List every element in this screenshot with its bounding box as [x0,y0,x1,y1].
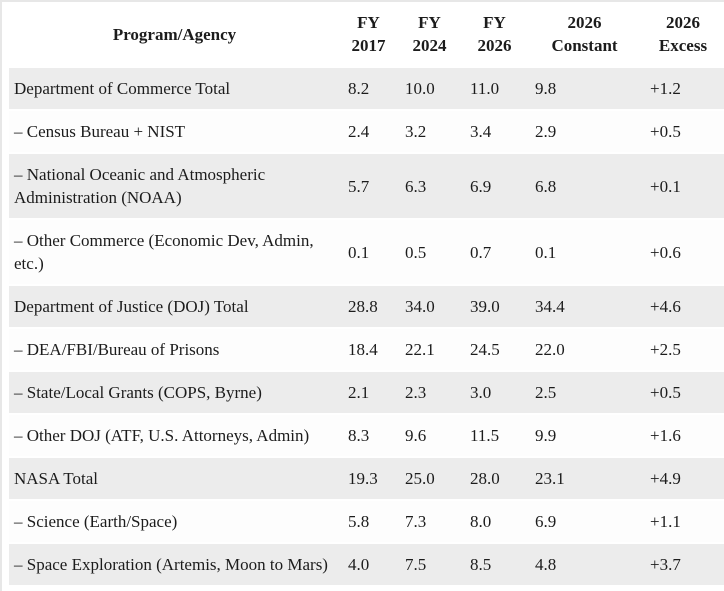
cell-fy2026: 8.5 [470,555,492,574]
cell-fy2024: 9.6 [405,426,427,445]
cell-2026-constant: 6.9 [535,512,557,531]
cell-2026-constant: 4.8 [535,555,557,574]
col-header-line1: FY [357,13,380,32]
col-header-program: Program/Agency [112,24,237,44]
cell-fy2017: 8.3 [348,426,370,445]
cell-2026-constant: 22.0 [535,340,565,359]
cell-fy2017: 19.3 [348,469,378,488]
col-header-line1: FY [483,13,506,32]
table-row: – DEA/FBI/Bureau of Prisons 18.4 22.1 24… [9,328,724,371]
cell-fy2024: 10.0 [405,79,435,98]
table-row: – Other Commerce (Economic Dev, Admin, e… [9,219,724,285]
cell-fy2026: 8.0 [470,512,492,531]
cell-2026-constant: 9.9 [535,426,557,445]
col-header-2026-constant: 2026 Constant [527,2,642,67]
cell-2026-excess: +4.9 [650,469,681,488]
cell-fy2024: 6.3 [405,176,427,196]
cell-fy2017: 28.8 [348,297,378,316]
cell-fy2017: 2.1 [348,383,370,402]
col-header-line2: 2024 [412,36,447,55]
cell-fy2024: 7.3 [405,512,427,531]
cell-2026-constant: 6.8 [535,176,557,196]
cell-2026-excess: +1.2 [650,79,681,98]
row-label: – Census Bureau + NIST [14,122,186,141]
cell-fy2026: 11.5 [470,426,500,445]
cell-2026-excess: +0.1 [650,176,681,196]
cell-2026-excess: +2.5 [650,340,681,359]
col-header-line1: 2026 [666,13,700,32]
table-row: NASA Total 19.3 25.0 28.0 23.1 +4.9 [9,457,724,500]
cell-fy2024: 22.1 [405,340,435,359]
cell-fy2017: 5.7 [348,176,370,196]
cell-2026-excess: +4.6 [650,297,681,316]
cell-2026-constant: 9.8 [535,79,557,98]
col-header-line1: FY [418,13,441,32]
cell-2026-excess: +0.5 [650,122,681,141]
col-header-line2: Constant [551,36,618,55]
table-row: – Space Exploration (Artemis, Moon to Ma… [9,543,724,586]
cell-fy2026: 28.0 [470,469,500,488]
cell-fy2017: 0.1 [348,242,370,262]
cell-2026-excess: +3.7 [650,555,681,574]
row-label: Department of Justice (DOJ) Total [14,297,249,316]
cell-fy2024: 34.0 [405,297,435,316]
col-header-line2: 2017 [351,36,386,55]
row-label: Department of Commerce Total [14,79,231,98]
row-label: – Other Commerce (Economic Dev, Admin, e… [14,231,314,273]
cell-fy2026: 39.0 [470,297,500,316]
cell-fy2024: 3.2 [405,122,427,141]
cell-2026-excess: +1.6 [650,426,681,445]
cell-2026-constant: 34.4 [535,297,565,316]
col-header-2026-excess: 2026 Excess [642,2,724,67]
col-header-fy2017: FY 2017 [340,2,397,67]
col-header-line1: 2026 [567,13,602,32]
col-header-line2: 2026 [477,36,512,55]
cell-fy2026: 0.7 [470,242,492,262]
table-row: – State/Local Grants (COPS, Byrne) 2.1 2… [9,371,724,414]
cell-fy2017: 2.4 [348,122,370,141]
budget-table: Program/Agency FY 2017 FY 2024 FY 2026 2… [9,2,724,587]
row-label: – State/Local Grants (COPS, Byrne) [14,383,262,402]
cell-fy2017: 4.0 [348,555,370,574]
col-header-line2: Excess [658,36,708,55]
cell-fy2026: 24.5 [470,340,500,359]
cell-fy2024: 7.5 [405,555,427,574]
row-label: – DEA/FBI/Bureau of Prisons [14,340,220,359]
table-row: – National Oceanic and Atmospheric Admin… [9,153,724,219]
row-label: – Space Exploration (Artemis, Moon to Ma… [14,555,328,574]
cell-2026-excess: +1.1 [650,512,681,531]
cell-2026-constant: 0.1 [535,242,557,262]
table-row: – Other DOJ (ATF, U.S. Attorneys, Admin)… [9,414,724,457]
row-label: – Science (Earth/Space) [14,512,178,531]
cell-fy2017: 5.8 [348,512,370,531]
cell-2026-excess: +0.5 [650,383,681,402]
col-header-fy2024: FY 2024 [397,2,462,67]
table-row: Department of Justice (DOJ) Total 28.8 3… [9,285,724,328]
row-label: – Other DOJ (ATF, U.S. Attorneys, Admin) [14,426,310,445]
cell-fy2017: 18.4 [348,340,378,359]
col-header-fy2026: FY 2026 [462,2,527,67]
cell-fy2026: 3.4 [470,122,492,141]
cell-2026-constant: 2.9 [535,122,557,141]
row-label: NASA Total [14,469,98,488]
header-row: Program/Agency FY 2017 FY 2024 FY 2026 2… [9,2,724,67]
cell-fy2026: 11.0 [470,79,500,98]
cell-fy2017: 8.2 [348,79,370,98]
cell-fy2024: 25.0 [405,469,435,488]
row-label: – National Oceanic and Atmospheric Admin… [14,165,266,207]
table-row: – Science (Earth/Space) 5.8 7.3 8.0 6.9 … [9,500,724,543]
cell-2026-constant: 2.5 [535,383,557,402]
cell-fy2026: 6.9 [470,176,492,196]
cell-fy2024: 0.5 [405,242,427,262]
table-row: Department of Commerce Total 8.2 10.0 11… [9,67,724,110]
cell-fy2024: 2.3 [405,383,427,402]
table-row: – Census Bureau + NIST 2.4 3.2 3.4 2.9 +… [9,110,724,153]
cell-2026-excess: +0.6 [650,242,681,262]
cell-fy2026: 3.0 [470,383,492,402]
cell-2026-constant: 23.1 [535,469,565,488]
